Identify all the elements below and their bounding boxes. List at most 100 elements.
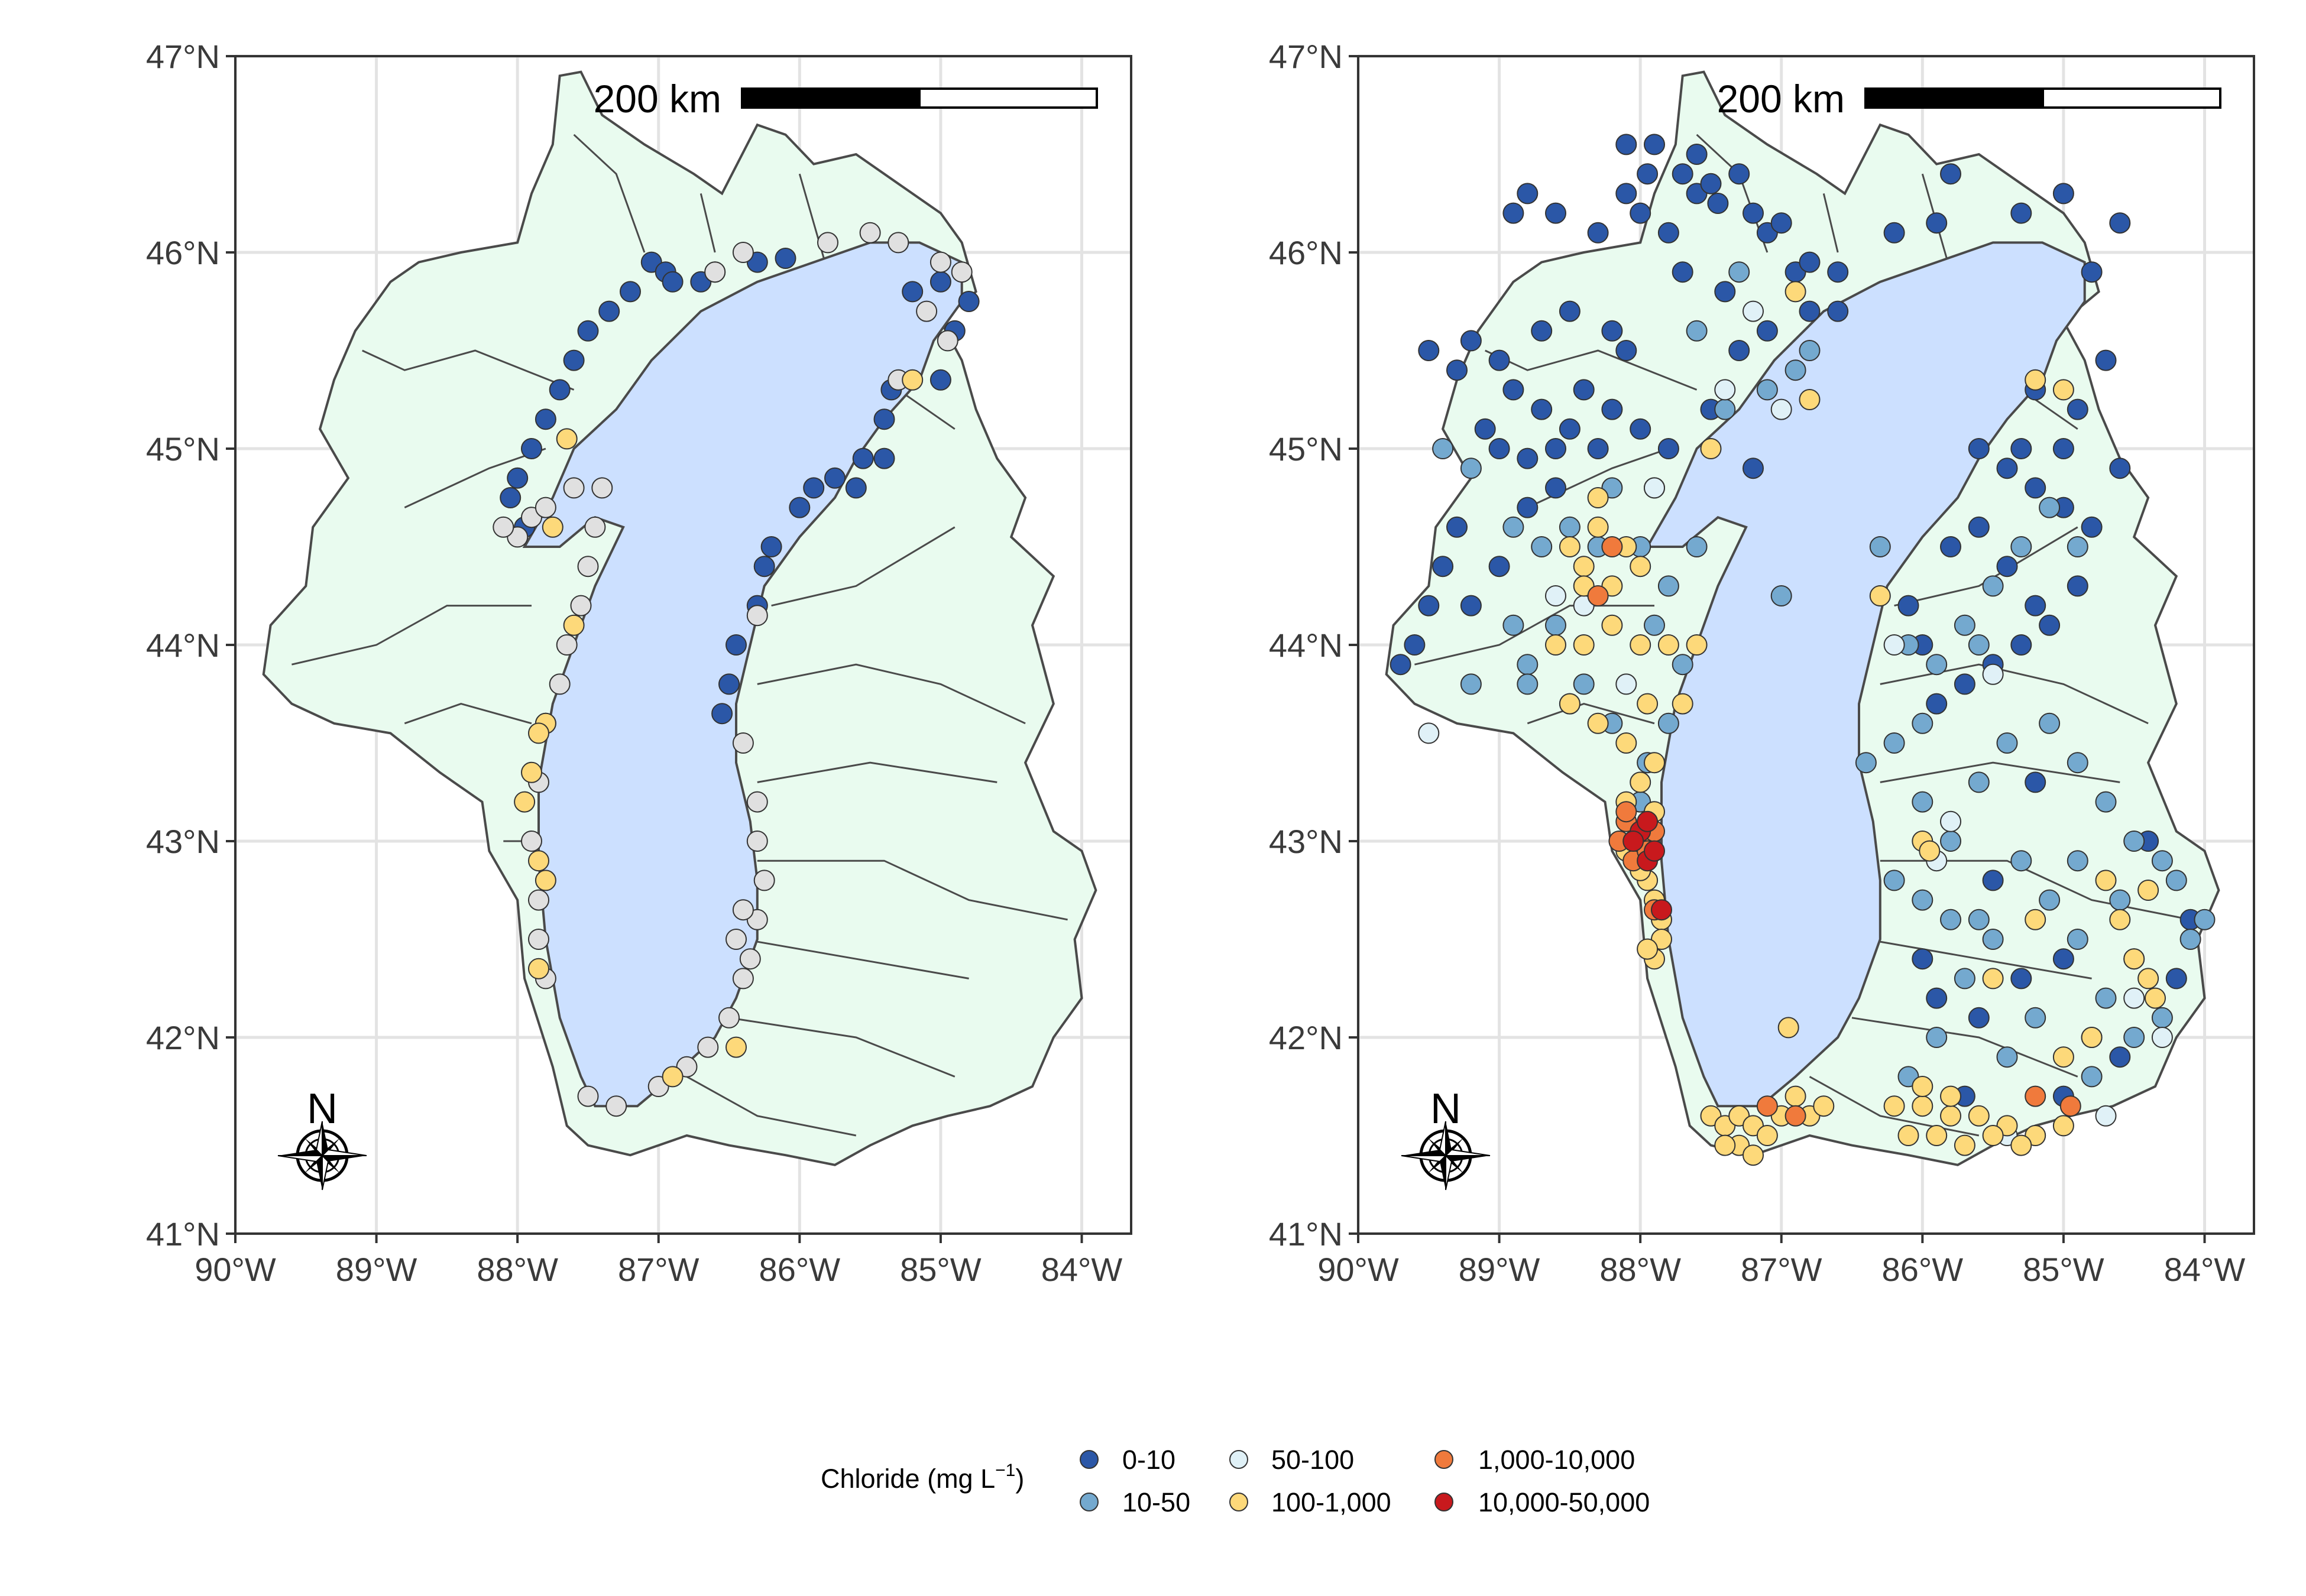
sample-site-point xyxy=(1502,379,1524,401)
sample-site-point xyxy=(1488,556,1510,578)
sample-site-point xyxy=(2052,438,2074,459)
subwatershed-line xyxy=(362,349,575,391)
scale-bar-label: 200 km xyxy=(594,77,721,121)
scale-bar-white xyxy=(2042,87,2221,109)
sample-site-point xyxy=(1545,202,1566,224)
sample-site-point xyxy=(1940,831,1961,852)
sample-site-point xyxy=(1926,212,1948,234)
sample-site-point xyxy=(1940,1085,1961,1107)
x-tick-label: 86°W xyxy=(1882,1251,1964,1288)
x-tick-label: 85°W xyxy=(2023,1251,2104,1288)
sample-site-point xyxy=(1637,810,1659,832)
sample-site-point xyxy=(726,929,747,950)
sample-site-point xyxy=(1390,654,1411,676)
subwatershed-line xyxy=(757,761,997,783)
sample-site-point xyxy=(1912,712,1933,734)
sample-site-point xyxy=(1517,447,1539,469)
legend-label: 100-1,000 xyxy=(1271,1487,1391,1517)
sample-site-point xyxy=(2109,458,2131,479)
legend-swatch xyxy=(1434,1450,1453,1469)
legend-title: Chloride (mg L−1) xyxy=(821,1461,1024,1494)
sample-site-point xyxy=(2095,987,2117,1009)
sample-site-point xyxy=(570,595,592,617)
sample-site-point xyxy=(1982,1125,2004,1146)
sample-site-point xyxy=(775,248,796,269)
sample-site-point xyxy=(1855,752,1877,774)
sample-site-point xyxy=(507,467,529,489)
sample-site-point xyxy=(1601,614,1623,636)
sample-site-point xyxy=(1982,929,2004,950)
sample-site-point xyxy=(2052,379,2074,401)
sample-site-point xyxy=(1517,183,1539,205)
compass-rose-icon xyxy=(277,1121,367,1190)
sample-site-point xyxy=(1502,202,1524,224)
sample-site-point xyxy=(1418,595,1440,617)
sample-site-point xyxy=(704,261,726,283)
sample-site-point xyxy=(2095,870,2117,891)
subwatershed-line xyxy=(292,605,532,666)
sample-site-point xyxy=(2067,398,2088,420)
sample-site-point xyxy=(493,516,514,538)
sample-site-point xyxy=(718,673,740,695)
sample-site-point xyxy=(1587,585,1609,606)
sample-site-point xyxy=(528,850,549,872)
sample-site-point xyxy=(1784,359,1806,381)
y-axis: 41°N 42°N 43°N 44°N 45°N 46°N 47°N xyxy=(1269,38,1358,1253)
sample-site-point xyxy=(2137,968,2159,990)
sample-site-point xyxy=(1897,595,1919,617)
sample-site-point xyxy=(1517,654,1539,676)
sample-site-point xyxy=(620,281,641,303)
sample-site-point xyxy=(1545,477,1566,499)
sample-site-point xyxy=(2010,1134,2032,1156)
sample-site-point xyxy=(1728,261,1750,283)
sample-site-point xyxy=(1502,614,1524,636)
sample-site-point xyxy=(2052,1046,2074,1068)
sample-sites xyxy=(493,222,980,1117)
sample-site-point xyxy=(2081,1027,2103,1048)
legend-swatch xyxy=(1229,1450,1248,1469)
sample-site-point xyxy=(951,261,973,283)
sample-site-point xyxy=(902,281,924,303)
map-panel-left: 41°N 42°N 43°N 44°N 45°N 46°N 47°N 90°W 89°W 88°… xyxy=(146,38,1132,1288)
sample-site-point xyxy=(1968,771,1990,793)
sample-site-point xyxy=(2039,712,2061,734)
sample-site-point xyxy=(1559,536,1580,557)
sample-site-point xyxy=(1630,202,1651,224)
sample-site-point xyxy=(1531,536,1553,557)
sample-site-point xyxy=(1446,359,1468,381)
x-tick-label: 89°W xyxy=(1459,1251,1540,1288)
subwatershed-line xyxy=(1865,938,2092,979)
sample-site-point xyxy=(1926,1027,1948,1048)
sample-site-point xyxy=(2123,987,2145,1009)
sample-site-point xyxy=(2067,850,2088,872)
x-tick-label: 84°W xyxy=(1041,1251,1123,1288)
sample-site-point xyxy=(1968,438,1990,459)
scale-bar: 200 km xyxy=(1717,77,2221,121)
sample-site-point xyxy=(1601,536,1623,557)
legend-title-end: ) xyxy=(1015,1464,1024,1494)
sample-site-point xyxy=(1644,477,1665,499)
sample-site-point xyxy=(2039,497,2061,518)
sample-site-point xyxy=(1615,801,1637,823)
subwatershed-boundaries xyxy=(292,134,1068,1137)
sample-site-point xyxy=(2025,477,2046,499)
sample-site-point xyxy=(1996,458,2018,479)
sample-site-point xyxy=(732,968,754,990)
sample-site-point xyxy=(2010,634,2032,656)
sample-site-point xyxy=(1954,1134,1975,1156)
sample-site-point xyxy=(2081,261,2103,283)
sample-site-point xyxy=(1926,654,1948,676)
y-tick-label: 42°N xyxy=(146,1019,220,1056)
sample-site-point xyxy=(1743,458,1764,479)
sample-site-point xyxy=(1573,634,1595,656)
sample-site-point xyxy=(2052,1115,2074,1137)
sample-site-point xyxy=(2151,1027,2173,1048)
sample-site-point xyxy=(726,1036,747,1058)
sample-site-point xyxy=(2039,614,2061,636)
sample-site-point xyxy=(1488,349,1510,371)
x-axis: 90°W 89°W 88°W 87°W 86°W 85°W 84°W xyxy=(195,1234,1122,1288)
sample-site-point xyxy=(1756,320,1778,342)
y-tick-label: 46°N xyxy=(1269,234,1343,271)
sample-site-point xyxy=(1954,673,1975,695)
sample-site-point xyxy=(1559,300,1580,322)
